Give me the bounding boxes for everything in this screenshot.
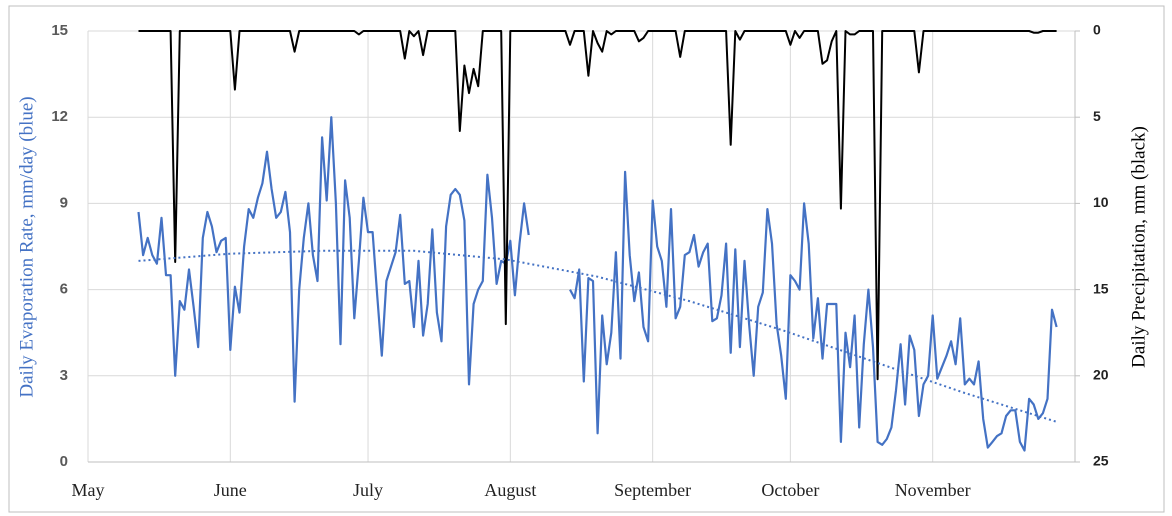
- y2-axis-title: Daily Precipitation, mm (black): [1128, 126, 1149, 368]
- x-tick-label: November: [895, 480, 971, 500]
- data-line: [137, 116, 1058, 452]
- y2-tick-label: 5: [1093, 108, 1101, 124]
- y-tick-label: 12: [51, 108, 68, 125]
- y2-tick-label: 25: [1093, 453, 1109, 469]
- x-tick-label: September: [614, 480, 691, 500]
- x-tick-label: May: [72, 480, 105, 500]
- trend-line: [138, 249, 1057, 423]
- x-tick-label: June: [214, 480, 247, 500]
- x-tick-label: August: [484, 480, 536, 500]
- y-tick-label: 0: [60, 453, 68, 470]
- y-tick-label: 9: [60, 194, 68, 211]
- y-axis-title: Daily Evaporation Rate, mm/day (blue): [16, 96, 37, 397]
- y-tick-label: 15: [51, 22, 68, 39]
- y2-tick-label: 0: [1093, 22, 1101, 38]
- y2-tick-label: 15: [1093, 280, 1109, 296]
- y2-tick-label: 20: [1093, 367, 1109, 383]
- y-tick-label: 6: [60, 281, 68, 298]
- y2-tick-label: 10: [1093, 194, 1109, 210]
- x-tick-label: July: [353, 480, 383, 500]
- chart-frame: [8, 5, 1165, 513]
- y-tick-label: 3: [60, 367, 68, 384]
- data-line: [138, 30, 1057, 381]
- x-tick-label: October: [761, 480, 819, 500]
